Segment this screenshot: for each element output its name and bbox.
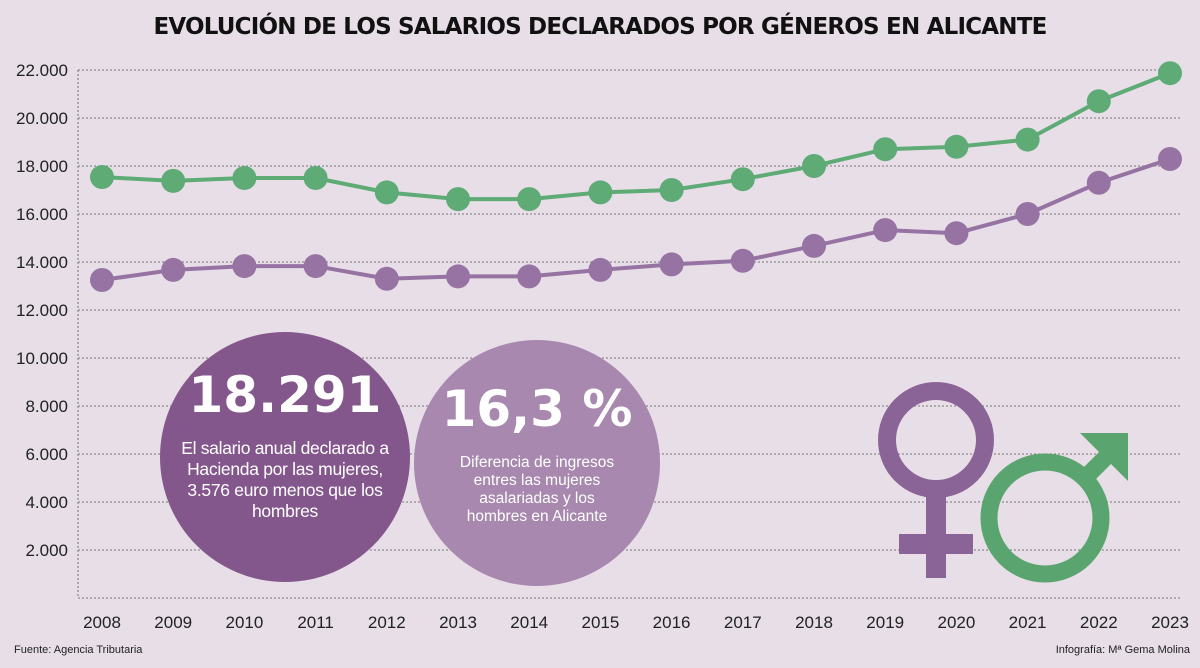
x-tick-label: 2012 bbox=[368, 613, 406, 632]
data-point-men bbox=[873, 137, 898, 162]
callout-text: Diferencia de ingresos entres las mujere… bbox=[459, 454, 615, 525]
data-point-men bbox=[588, 180, 613, 205]
y-tick-label: 6.000 bbox=[25, 445, 68, 464]
data-point-women bbox=[90, 268, 114, 292]
x-tick-label: 2020 bbox=[937, 613, 975, 632]
source-note: Fuente: Agencia Tributaria bbox=[14, 644, 143, 656]
y-tick-label: 12.000 bbox=[16, 301, 68, 320]
women-salary-callout: 18.291 El salario anual declarado a Haci… bbox=[160, 332, 410, 582]
series-line-men bbox=[101, 71, 1171, 202]
callout-value: 18.291 bbox=[188, 366, 382, 424]
callout-text: El salario anual declarado a Hacienda po… bbox=[181, 438, 389, 521]
data-point-men bbox=[517, 187, 542, 212]
data-point-men bbox=[374, 180, 399, 205]
x-tick-label: 2009 bbox=[154, 613, 192, 632]
data-point-men bbox=[90, 165, 114, 190]
x-tick-label: 2023 bbox=[1151, 613, 1189, 632]
y-tick-label: 8.000 bbox=[25, 397, 68, 416]
x-tick-label: 2021 bbox=[1009, 613, 1047, 632]
y-tick-label: 22.000 bbox=[16, 61, 68, 80]
x-tick-label: 2013 bbox=[439, 613, 477, 632]
x-tick-label: 2017 bbox=[724, 613, 762, 632]
x-tick-label: 2010 bbox=[225, 613, 263, 632]
data-point-women bbox=[1158, 147, 1182, 172]
data-point-men bbox=[659, 178, 684, 202]
data-point-men bbox=[730, 167, 755, 192]
data-point-men bbox=[944, 134, 969, 159]
data-point-men bbox=[161, 168, 186, 193]
credit-note: Infografía: Mª Gema Molina bbox=[1055, 644, 1190, 656]
x-tick-label: 2019 bbox=[866, 613, 904, 632]
y-tick-label: 14.000 bbox=[16, 253, 68, 272]
gap-callout: 16,3 % Diferencia de ingresos entres las… bbox=[414, 340, 660, 586]
data-point-women bbox=[1015, 202, 1040, 226]
data-point-men bbox=[802, 154, 826, 178]
x-tick-label: 2022 bbox=[1080, 613, 1118, 632]
data-point-women bbox=[517, 264, 542, 289]
x-tick-label: 2011 bbox=[297, 613, 334, 632]
x-tick-label: 2008 bbox=[83, 613, 121, 632]
data-point-women bbox=[374, 266, 399, 291]
y-tick-label: 20.000 bbox=[16, 109, 68, 128]
data-point-women bbox=[1086, 170, 1111, 195]
data-point-men bbox=[1158, 61, 1182, 86]
data-point-men bbox=[446, 187, 470, 212]
x-tick-label: 2014 bbox=[510, 613, 548, 632]
data-point-men bbox=[303, 166, 328, 190]
y-tick-label: 10.000 bbox=[16, 349, 68, 368]
data-point-women bbox=[232, 254, 257, 279]
x-tick-label: 2018 bbox=[795, 613, 833, 632]
x-tick-label: 2016 bbox=[653, 613, 691, 632]
data-point-women bbox=[802, 233, 826, 258]
y-tick-label: 2.000 bbox=[25, 541, 68, 560]
series-line-women bbox=[101, 157, 1171, 282]
callout-value: 16,3 % bbox=[441, 380, 633, 438]
data-point-women bbox=[659, 252, 684, 277]
y-tick-label: 4.000 bbox=[25, 493, 68, 512]
data-point-women bbox=[161, 257, 186, 282]
y-tick-label: 18.000 bbox=[16, 157, 68, 176]
data-point-women bbox=[944, 221, 969, 246]
data-point-women bbox=[873, 218, 898, 243]
data-point-men bbox=[1015, 127, 1040, 152]
x-tick-label: 2015 bbox=[581, 613, 619, 632]
y-tick-label: 16.000 bbox=[16, 205, 68, 224]
data-point-women bbox=[730, 248, 755, 273]
data-point-men bbox=[1086, 89, 1111, 114]
data-point-women bbox=[588, 257, 613, 282]
data-point-men bbox=[232, 166, 257, 190]
chart-title: EVOLUCIÓN DE LOS SALARIOS DECLARADOS POR… bbox=[153, 14, 1047, 40]
data-point-women bbox=[446, 264, 470, 289]
data-point-women bbox=[303, 254, 328, 279]
